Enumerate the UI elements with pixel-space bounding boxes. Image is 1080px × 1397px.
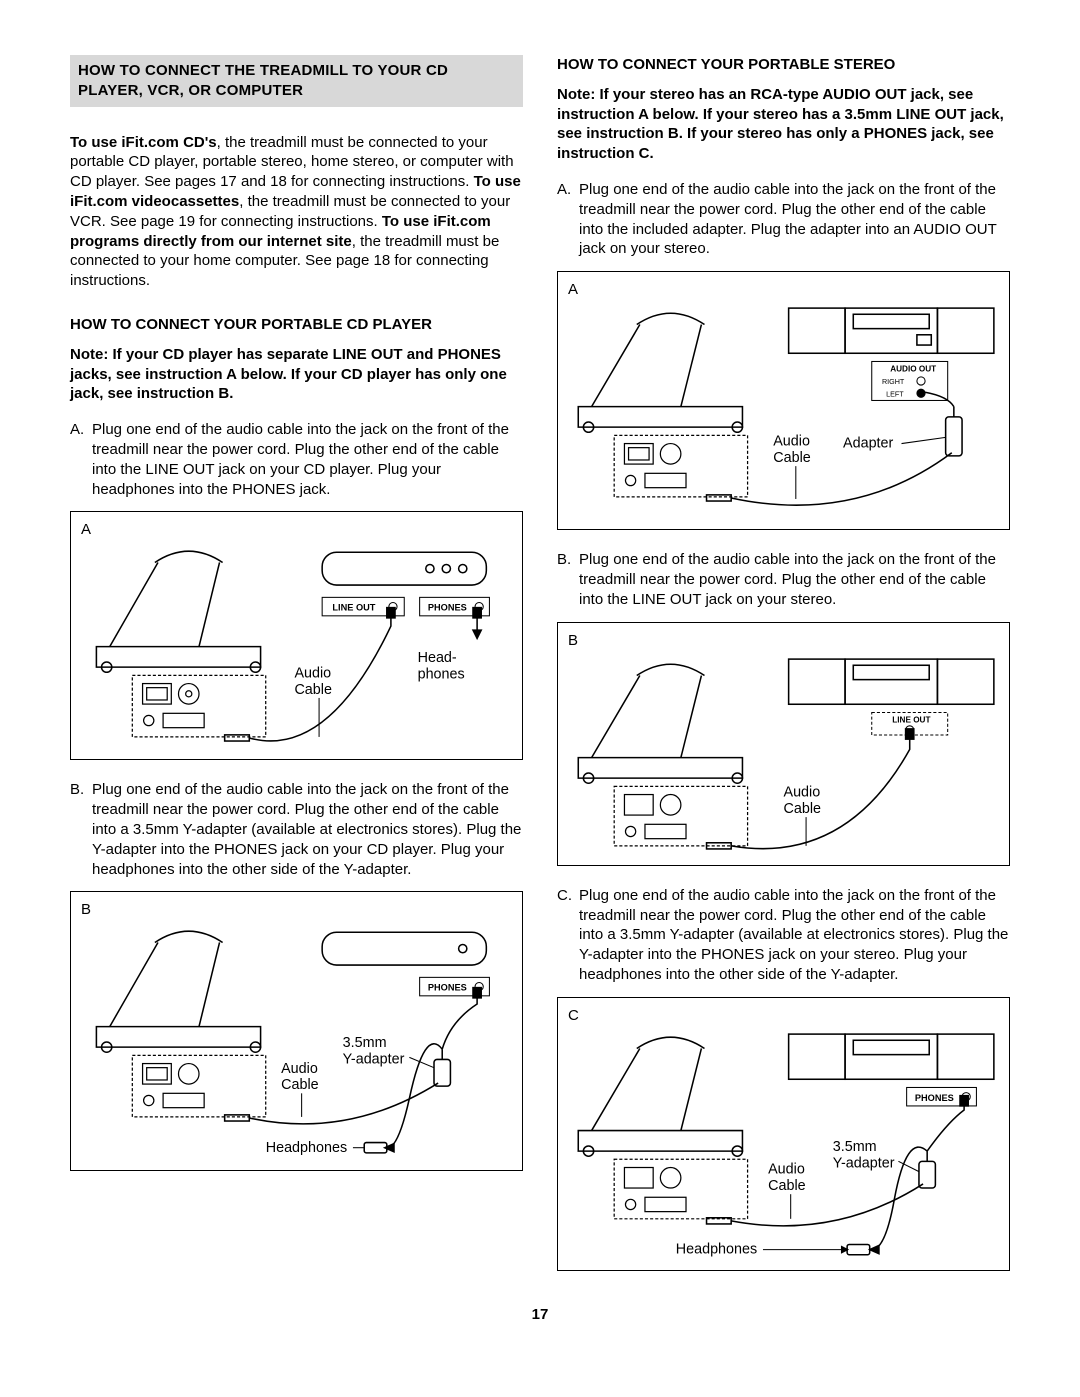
- manual-page: HOW TO CONNECT THE TREADMILL TO YOUR CD …: [0, 0, 1080, 1365]
- two-column-layout: HOW TO CONNECT THE TREADMILL TO YOUR CD …: [70, 55, 1010, 1291]
- diagram-svg: AUDIO OUT RIGHT LEFT: [568, 304, 999, 520]
- lineout-label: LINE OUT: [892, 715, 930, 724]
- right-label: RIGHT: [882, 378, 905, 386]
- svg-text:Audio: Audio: [281, 1061, 318, 1077]
- left-figure-a: A: [70, 511, 523, 760]
- svg-text:Cable: Cable: [281, 1077, 319, 1093]
- page-number: 17: [70, 1305, 1010, 1325]
- svg-text:Audio: Audio: [784, 784, 821, 800]
- right-step-a: A. Plug one end of the audio cable into …: [557, 180, 1010, 259]
- figure-label: C: [568, 1006, 999, 1026]
- headphones-label: Headphones: [266, 1140, 347, 1156]
- diagram-svg: PHONES: [568, 1030, 999, 1261]
- svg-text:Head-: Head-: [418, 650, 457, 666]
- step-body: Plug one end of the audio cable into the…: [579, 180, 1010, 259]
- right-figure-a: A AUDIO OUT RIGHT: [557, 271, 1010, 530]
- intro-paragraph: To use iFit.com CD's, the treadmill must…: [70, 133, 523, 291]
- svg-text:Audio: Audio: [768, 1161, 805, 1177]
- step-body: Plug one end of the audio cable into the…: [92, 420, 523, 499]
- step-body: Plug one end of the audio cable into the…: [579, 886, 1010, 985]
- right-column: HOW TO CONNECT YOUR PORTABLE STEREO Note…: [557, 55, 1010, 1291]
- left-label: LEFT: [886, 390, 904, 398]
- figure-label: B: [81, 900, 512, 920]
- svg-text:Cable: Cable: [294, 682, 332, 698]
- intro-bold-1: To use iFit.com CD's: [70, 134, 217, 151]
- svg-text:Y-adapter: Y-adapter: [343, 1052, 405, 1068]
- left-figure-b: B: [70, 891, 523, 1171]
- lineout-label: LINE OUT: [332, 603, 375, 613]
- step-body: Plug one end of the audio cable into the…: [92, 780, 523, 879]
- right-step-c: C. Plug one end of the audio cable into …: [557, 886, 1010, 985]
- left-heading: HOW TO CONNECT THE TREADMILL TO YOUR CD …: [70, 55, 523, 107]
- svg-text:phones: phones: [418, 667, 465, 683]
- diagram-svg: LINE OUT PHONES: [81, 544, 512, 749]
- left-column: HOW TO CONNECT THE TREADMILL TO YOUR CD …: [70, 55, 523, 1291]
- step-body: Plug one end of the audio cable into the…: [579, 550, 1010, 609]
- phones-label: PHONES: [428, 603, 467, 613]
- step-marker: B.: [557, 550, 579, 609]
- right-heading: HOW TO CONNECT YOUR PORTABLE STEREO: [557, 55, 1010, 75]
- diagram-svg: LINE OUT: [568, 655, 999, 855]
- svg-text:Cable: Cable: [768, 1178, 806, 1194]
- adapter-label: Adapter: [843, 436, 894, 452]
- left-step-a: A. Plug one end of the audio cable into …: [70, 420, 523, 499]
- svg-text:Audio: Audio: [773, 434, 810, 450]
- figure-label: A: [81, 520, 512, 540]
- step-marker: A.: [557, 180, 579, 259]
- step-marker: B.: [70, 780, 92, 879]
- cd-player-note: Note: If your CD player has separate LIN…: [70, 345, 523, 404]
- svg-text:Cable: Cable: [784, 801, 822, 817]
- cd-player-subhead: HOW TO CONNECT YOUR PORTABLE CD PLAYER: [70, 315, 523, 335]
- svg-text:Y-adapter: Y-adapter: [833, 1155, 895, 1171]
- figure-label: B: [568, 631, 999, 651]
- step-marker: A.: [70, 420, 92, 499]
- svg-text:Cable: Cable: [773, 450, 811, 466]
- audio-out-label: AUDIO OUT: [890, 365, 936, 374]
- svg-text:3.5mm: 3.5mm: [833, 1139, 877, 1155]
- stereo-note: Note: If your stereo has an RCA-type AUD…: [557, 85, 1010, 164]
- right-figure-b: B LINE OUT: [557, 622, 1010, 866]
- step-marker: C.: [557, 886, 579, 985]
- left-step-b: B. Plug one end of the audio cable into …: [70, 780, 523, 879]
- right-step-b: B. Plug one end of the audio cable into …: [557, 550, 1010, 609]
- figure-label: A: [568, 280, 999, 300]
- headphones-label: Headphones: [676, 1241, 757, 1257]
- diagram-svg: PHONES: [81, 924, 512, 1160]
- svg-text:3.5mm: 3.5mm: [343, 1035, 387, 1051]
- phones-label: PHONES: [915, 1092, 954, 1102]
- phones-label: PHONES: [428, 983, 467, 993]
- right-figure-c: C PHONES: [557, 997, 1010, 1272]
- audio-cable-label: Audio: [294, 666, 331, 682]
